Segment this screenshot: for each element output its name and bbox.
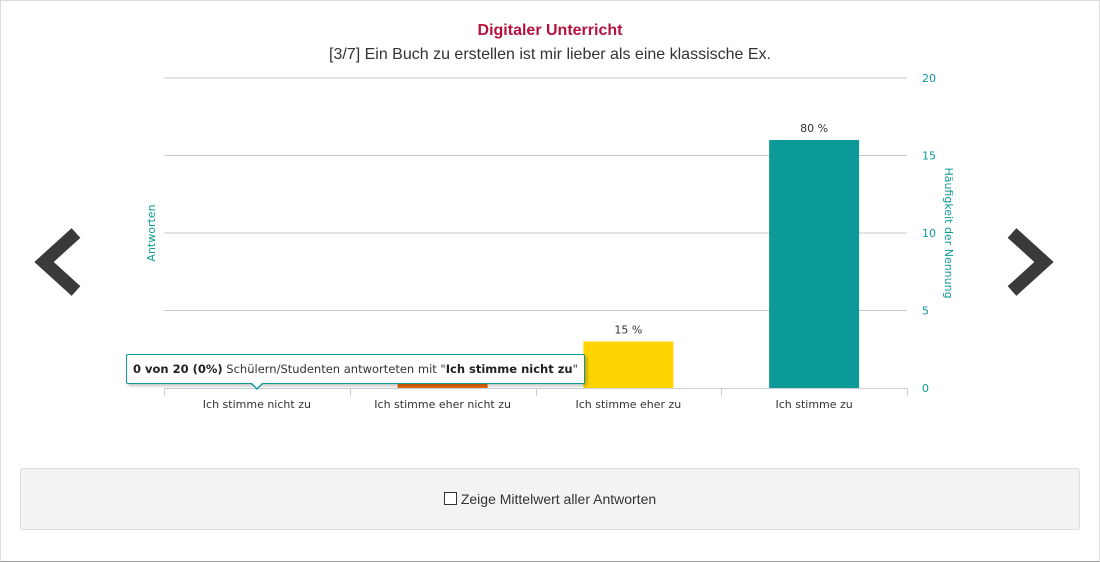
y-tick-label: 10 [922,227,936,240]
footer-panel: Zeige Mittelwert aller Antworten [20,468,1080,530]
y-axis-title-right: Häufigkeit der Nennung [942,167,955,298]
data-label: 15 % [614,324,642,337]
x-tick-label: Ich stimme nicht zu [203,398,311,411]
page-title: Digitaler Unterricht [477,22,623,39]
tooltip-text: Schülern/Studenten antworteten mit " [222,362,446,376]
chevron-left-icon [34,228,81,296]
y-axis-title-left: Antworten [145,204,158,261]
tooltip-answer: Ich stimme nicht zu [445,362,573,376]
y-tick-label: 15 [922,150,936,163]
y-tick-label: 20 [922,72,936,85]
x-tick-label: Ich stimme eher zu [575,398,681,411]
tooltip-closing: " [572,362,578,376]
checkbox[interactable] [443,492,457,505]
data-label: 80 % [800,122,828,135]
x-tick-label: Ich stimme zu [775,398,852,411]
show-mean-toggle[interactable]: Zeige Mittelwert aller Antworten [21,491,1079,507]
chart-tooltip: 0 von 20 (0%) Schülern/Studenten antwort… [126,354,585,390]
x-tick-label: Ich stimme eher nicht zu [374,398,511,411]
checkbox-label: Zeige Mittelwert aller Antworten [460,491,657,507]
bar [769,140,860,388]
tooltip-count: 0 von 20 (0%) [133,362,223,376]
prev-button[interactable] [30,225,90,300]
next-button[interactable] [1000,225,1060,300]
question-subtitle: [3/7] Ein Buch zu erstellen ist mir lieb… [329,46,771,63]
y-tick-label: 5 [922,305,929,318]
y-tick-label: 0 [922,382,929,395]
chevron-right-icon [1007,228,1054,296]
bar [583,341,674,388]
